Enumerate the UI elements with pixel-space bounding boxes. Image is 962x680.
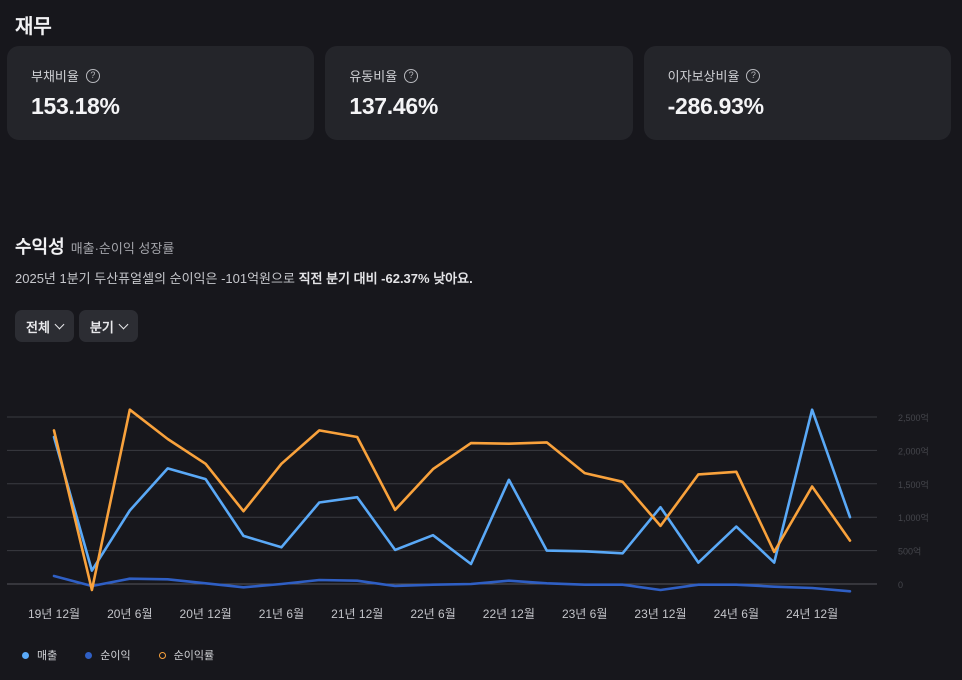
y-tick-label: 2,000억 <box>898 445 929 456</box>
x-tick-label: 23년 6월 <box>562 607 607 621</box>
scope-label: 전체 <box>26 319 50 335</box>
ratio-label-row: 이자보상비율 ? <box>668 66 951 85</box>
y-tick-label: 500억 <box>898 546 921 557</box>
legend-marker-icon <box>158 651 166 659</box>
profitability-heading: 수익성 매출·순이익 성장률 <box>15 233 174 259</box>
help-icon[interactable]: ? <box>85 68 100 83</box>
ratio-card-debt: 부채비율 ? 153.18% <box>7 46 315 140</box>
legend-item-revenue[interactable]: 매출 <box>22 647 57 663</box>
y-tick-label: 0 <box>898 580 903 590</box>
x-tick-label: 22년 12월 <box>483 607 535 621</box>
profitability-subtitle: 매출·순이익 성장률 <box>70 241 175 256</box>
profitability-title: 수익성 <box>15 237 65 257</box>
section-title: 재무 <box>15 16 52 38</box>
chevron-down-icon <box>54 319 65 329</box>
period-label: 분기 <box>89 319 114 335</box>
x-tick-label: 24년 12월 <box>786 607 838 621</box>
legend-marker-icon <box>85 651 93 659</box>
y-tick-label: 1,000억 <box>898 512 929 523</box>
series-line-net-margin <box>52 408 852 592</box>
ratio-label: 유동비율 <box>349 69 398 84</box>
legend-label: 순이익 <box>100 650 131 662</box>
ratio-label: 이자보상비율 <box>667 69 740 84</box>
profitability-summary: 2025년 1분기 두산퓨얼셀의 순이익은 -101억원으로 직전 분기 대비 … <box>15 268 473 287</box>
series-line-net-income <box>52 574 852 593</box>
ratio-label: 부채비율 <box>31 69 79 84</box>
ratio-cards: 부채비율 ? 153.18% 유동비율 ? 137.46% 이자보상비율 ? -… <box>7 46 951 140</box>
x-tick-label: 20년 6월 <box>107 607 152 621</box>
chart-filters: 전체 분기 <box>15 310 138 342</box>
legend-item-net-income[interactable]: 순이익 <box>85 647 131 663</box>
legend-label: 매출 <box>37 650 58 662</box>
chevron-down-icon <box>118 319 129 329</box>
profitability-chart: 2,500억 2,000억 1,500억 1,000억 500억 0 19년 12월 20년 … <box>7 408 929 621</box>
legend-label: 순이익률 <box>173 650 215 662</box>
ratio-card-interest-coverage: 이자보상비율 ? -286.93% <box>643 46 951 140</box>
chart-legend: 매출 순이익 순이익률 <box>22 647 214 663</box>
x-tick-label: 20년 12월 <box>180 607 232 621</box>
y-tick-label: 1,500억 <box>898 479 929 490</box>
scope-dropdown[interactable]: 전체 <box>15 310 74 342</box>
summary-highlight: 직전 분기 대비 -62.37% 낮아요. <box>298 271 473 286</box>
summary-text: 2025년 1분기 두산퓨얼셀의 순이익은 -101억원으로 <box>15 271 299 286</box>
legend-item-net-margin[interactable]: 순이익률 <box>158 647 215 663</box>
ratio-value: -286.93% <box>667 93 764 119</box>
period-dropdown[interactable]: 분기 <box>78 310 138 342</box>
ratio-value: 153.18% <box>31 93 120 119</box>
ratio-label-row: 부채비율 ? <box>31 66 314 85</box>
ratio-label-row: 유동비율 ? <box>349 66 632 85</box>
y-tick-label: 2,500억 <box>898 412 929 423</box>
ratio-card-current: 유동비율 ? 137.46% <box>325 46 633 140</box>
help-icon[interactable]: ? <box>404 68 419 83</box>
x-tick-label: 22년 6월 <box>410 607 455 621</box>
x-tick-label: 24년 6월 <box>714 607 759 621</box>
help-icon[interactable]: ? <box>746 68 761 83</box>
ratio-value: 137.46% <box>349 93 439 119</box>
x-tick-label: 21년 12월 <box>331 607 383 621</box>
x-tick-label: 19년 12월 <box>28 607 80 621</box>
legend-marker-icon <box>22 651 29 659</box>
x-tick-label: 21년 6월 <box>259 607 304 621</box>
series-line-revenue <box>52 408 852 572</box>
x-tick-label: 23년 12월 <box>634 607 686 621</box>
